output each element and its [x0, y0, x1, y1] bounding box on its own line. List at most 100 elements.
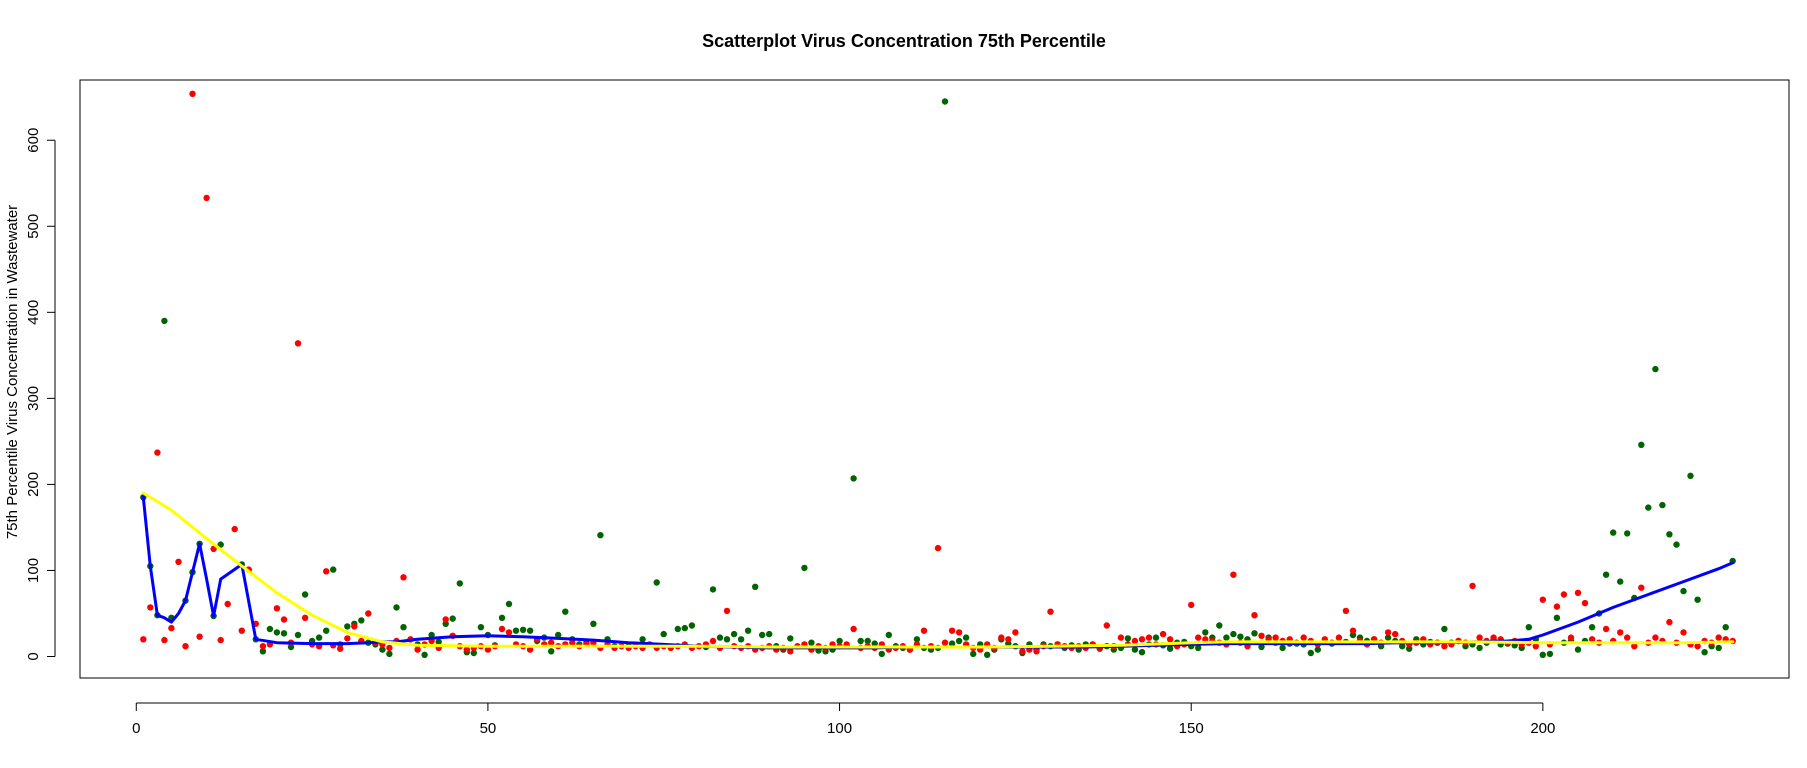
data-point — [562, 608, 569, 615]
data-point — [1392, 630, 1399, 638]
data-point — [1546, 650, 1554, 658]
data-point — [217, 541, 224, 548]
x-tick-label: 0 — [132, 720, 140, 737]
data-point — [1539, 596, 1547, 603]
data-point — [653, 579, 660, 586]
data-point — [1314, 646, 1322, 653]
y-tick-label: 400 — [25, 300, 42, 325]
data-point — [590, 620, 597, 627]
data-point — [203, 194, 210, 202]
data-point — [1638, 441, 1645, 448]
data-point — [920, 627, 928, 634]
data-point — [1195, 634, 1202, 641]
series-line — [141, 491, 1735, 649]
data-point — [548, 639, 555, 646]
data-point — [1553, 614, 1561, 621]
plot-frame — [79, 79, 1790, 679]
data-point — [941, 639, 949, 646]
data-point — [1384, 634, 1392, 641]
data-point — [456, 580, 463, 587]
data-point — [358, 617, 365, 624]
data-point — [709, 586, 717, 593]
data-point — [1617, 578, 1624, 585]
data-point — [1645, 504, 1652, 511]
data-point — [386, 644, 393, 652]
data-point — [301, 591, 309, 598]
data-point — [1581, 599, 1589, 607]
data-point — [934, 544, 942, 552]
data-point — [1638, 584, 1645, 591]
data-point — [787, 635, 794, 642]
series-layer — [140, 90, 1736, 658]
x-tick-label: 100 — [827, 720, 852, 737]
data-point — [1272, 634, 1279, 641]
data-point — [948, 640, 956, 647]
series-3 — [141, 495, 1735, 650]
data-point — [1202, 629, 1209, 636]
series-2 — [140, 90, 1736, 655]
data-point — [1687, 472, 1694, 479]
data-point — [709, 637, 717, 645]
data-point — [787, 648, 794, 655]
data-point — [864, 637, 871, 645]
data-point — [548, 648, 555, 655]
data-point — [505, 629, 513, 636]
data-point — [1701, 649, 1708, 656]
data-point — [913, 636, 921, 643]
data-point — [1342, 607, 1350, 615]
data-point — [315, 634, 323, 641]
y-tick-label: 300 — [25, 386, 42, 411]
data-point — [294, 340, 302, 347]
data-point — [688, 622, 696, 629]
data-point — [1145, 634, 1153, 641]
x-tick-label: 200 — [1530, 720, 1555, 737]
data-point — [744, 627, 752, 634]
data-point — [878, 650, 885, 658]
data-point — [716, 634, 724, 641]
data-point — [569, 639, 576, 646]
series-line — [141, 495, 1735, 650]
data-point — [224, 600, 231, 608]
data-point — [1532, 643, 1540, 650]
data-point — [674, 625, 681, 633]
data-point — [1602, 625, 1610, 633]
data-point — [1476, 634, 1483, 641]
data-point — [273, 629, 281, 636]
data-point — [1124, 635, 1132, 642]
data-point — [1652, 634, 1659, 641]
data-point — [660, 630, 667, 638]
data-point — [723, 636, 731, 643]
data-point — [1307, 649, 1315, 657]
data-point — [1560, 591, 1568, 598]
data-point — [1138, 649, 1146, 656]
data-point — [182, 643, 189, 650]
data-point — [1673, 541, 1680, 548]
data-point — [1399, 643, 1406, 650]
data-point — [526, 627, 534, 634]
data-point — [1258, 643, 1265, 651]
data-point — [470, 649, 477, 657]
data-point — [161, 317, 168, 325]
data-point — [1476, 644, 1483, 652]
data-point — [1666, 618, 1673, 626]
data-point — [1469, 582, 1476, 590]
data-point — [1159, 630, 1167, 638]
data-point — [1384, 629, 1392, 636]
data-point — [1680, 587, 1687, 595]
data-point — [836, 637, 843, 645]
data-point — [484, 646, 492, 653]
data-point — [1019, 648, 1026, 655]
data-point — [970, 650, 977, 658]
data-point — [1138, 636, 1146, 643]
data-point — [1617, 629, 1624, 636]
data-point — [1525, 624, 1533, 631]
data-point — [512, 627, 520, 634]
data-point — [1237, 633, 1244, 640]
data-point — [428, 631, 435, 639]
data-point — [885, 631, 892, 639]
data-point — [555, 631, 562, 639]
data-point — [1680, 629, 1687, 636]
data-point — [1610, 529, 1617, 536]
data-point — [168, 624, 175, 632]
data-point — [435, 638, 442, 646]
